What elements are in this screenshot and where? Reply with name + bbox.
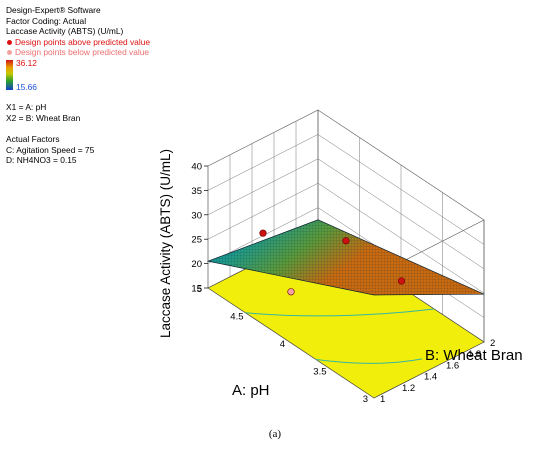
design-points	[259, 229, 406, 296]
response-surface	[206, 219, 485, 296]
axis-ticks: 15 20 25 30 35 40 3 3.5 4 4.5 5 1 1.2 1.4 1.6 1.8 2	[191, 162, 495, 406]
y-tick-label: 1.6	[446, 360, 459, 371]
z-tick-label: 20	[191, 259, 202, 270]
figure-caption: (a)	[268, 428, 282, 440]
x-tick-label: 5	[197, 284, 202, 295]
design-point	[342, 237, 350, 245]
z-tick-label: 30	[191, 210, 202, 221]
x-tick-label: 4	[280, 339, 285, 350]
software-label: Design-Expert® Software	[6, 5, 101, 15]
design-point	[259, 229, 267, 237]
y-tick-label: 1	[380, 394, 385, 405]
z-axis-label: Laccase Activity (ABTS) (U/mL)	[158, 149, 173, 338]
colorbar-max: 36.12	[16, 58, 37, 68]
legend-above-text: Design points above predicted value	[15, 36, 151, 47]
z-tick-label: 35	[191, 186, 202, 197]
legend-block: Design-Expert® Software Factor Coding: A…	[6, 5, 150, 58]
contour-line	[245, 308, 435, 317]
response-label: Laccase Activity (ABTS) (U/mL)	[6, 26, 124, 37]
y-axis-label: B: Wheat Bran	[425, 347, 523, 364]
actual-factors-title: Actual Factors	[6, 134, 60, 144]
actual-factors-block: Actual Factors C: Agitation Speed = 75 D…	[6, 134, 94, 166]
legend-above: Design points above predicted value	[6, 37, 150, 48]
x-tick-label: 3	[363, 394, 368, 405]
x1-label: X1 = A: pH	[6, 102, 47, 112]
wall-grid-line	[207, 182, 319, 240]
x-axis-label: A: pH	[232, 382, 270, 399]
factor-d-label: D: NH4NO3 = 0.15	[6, 155, 77, 166]
factor-axes-block: X1 = A: pH X2 = B: Wheat Bran	[6, 102, 80, 123]
wall-grid-line	[207, 158, 319, 216]
z-tick-label: 40	[191, 162, 202, 173]
legend-below-text: Design points below predicted value	[15, 47, 150, 58]
z-tick-label: 15	[191, 284, 202, 295]
factor-coding-label: Factor Coding: Actual	[6, 15, 87, 26]
factor-c-label: C: Agitation Speed = 75	[6, 144, 95, 155]
design-point	[397, 277, 406, 285]
y-tick-label: 1.2	[402, 383, 415, 394]
y-tick-label: 1.8	[468, 349, 481, 360]
legend-below: Design points below predicted value	[6, 47, 150, 58]
y-tick-label: 1.4	[424, 372, 437, 383]
wall-grid-line	[207, 109, 319, 167]
response-surface-plot: 15 20 25 30 35 40 3 3.5 4 4.5 5 1 1.2 1.4 1.6 1.8 2 A: p…	[158, 109, 523, 406]
contour-line	[315, 358, 423, 364]
above-point-icon	[7, 39, 12, 45]
design-point	[287, 288, 295, 296]
below-point-icon	[7, 50, 12, 56]
colorbar	[6, 60, 13, 90]
colorbar-min: 15.66	[16, 82, 37, 92]
y-tick-label: 2	[490, 338, 495, 349]
x2-label: X2 = B: Wheat Bran	[6, 112, 81, 123]
wall-grid-line	[207, 134, 319, 191]
x-tick-label: 3.5	[313, 367, 326, 378]
z-tick-label: 25	[191, 235, 202, 246]
surface-mesh	[208, 219, 484, 295]
x-tick-label: 4.5	[230, 312, 243, 323]
